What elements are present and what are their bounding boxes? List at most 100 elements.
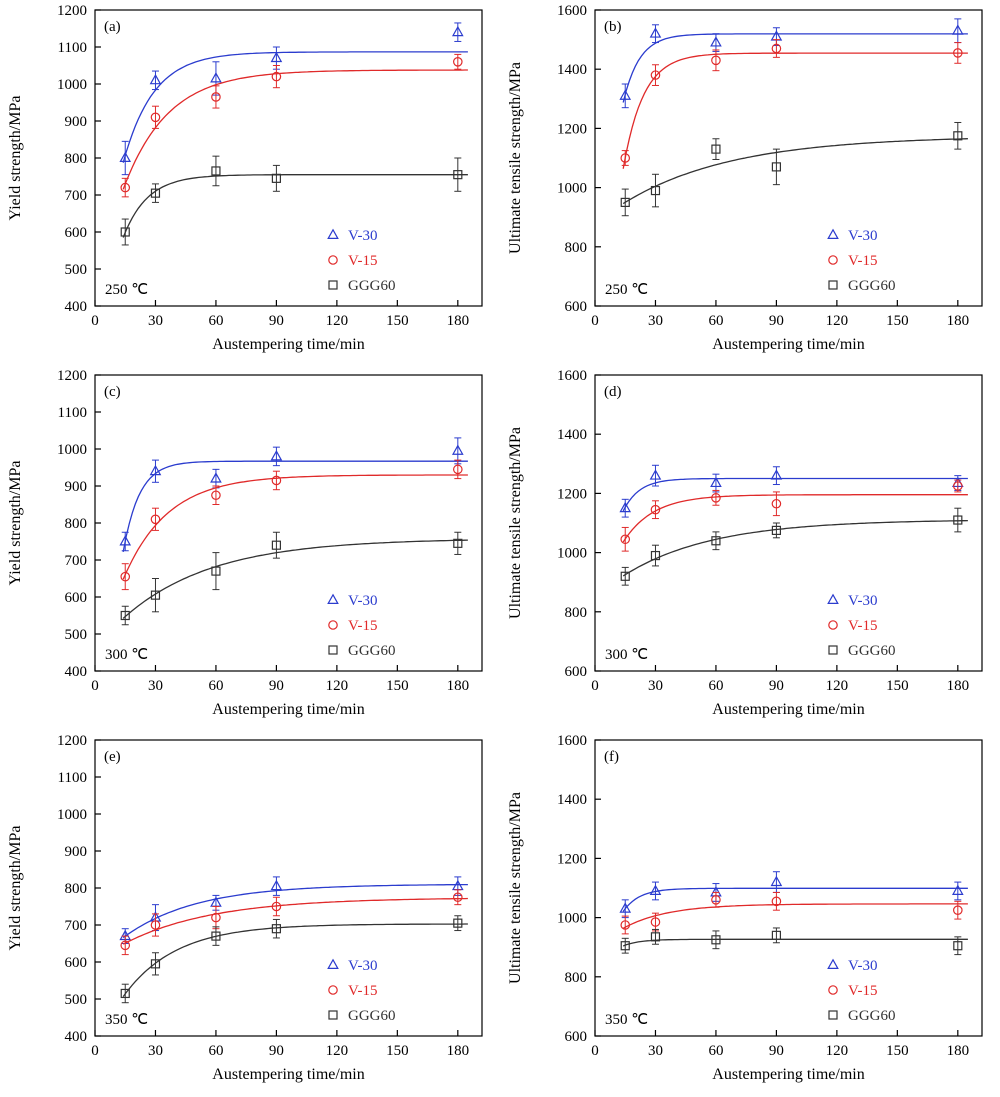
- legend-label: V-15: [348, 983, 377, 999]
- x-axis-title: Austempering time/min: [712, 336, 864, 353]
- series-ggg60: [620, 927, 968, 956]
- chart-panel-e: 0 30 60 90 120 150 180 400 500 600 700 800 900 1000 11…: [0, 730, 500, 1095]
- circle-marker: [120, 182, 131, 193]
- y-tick-label: 1200: [57, 368, 87, 384]
- series-v-15: [120, 53, 468, 198]
- y-tick-label: 1000: [557, 181, 587, 197]
- fit-curve: [122, 460, 468, 553]
- x-tick-label: 150: [386, 678, 409, 694]
- triangle-marker: [951, 24, 964, 35]
- circle-marker: [453, 464, 463, 475]
- fit-curve: [622, 52, 968, 169]
- square-marker: [828, 1010, 838, 1020]
- y-tick-label: 500: [65, 262, 88, 278]
- y-tick-label: 800: [65, 881, 88, 897]
- axes: 0 30 60 90 120 150 180 400 500 600 700 800 900 1000 11…: [57, 368, 469, 694]
- x-tick-label: 150: [386, 1043, 409, 1059]
- triangle-marker: [451, 25, 464, 37]
- square-marker: [120, 610, 130, 621]
- legend-label: V-15: [848, 983, 877, 999]
- legend-label: GGG60: [348, 1008, 396, 1024]
- circle-marker: [211, 912, 221, 923]
- series-ggg60: [620, 121, 968, 217]
- square-marker: [271, 540, 282, 550]
- chart-panel-b: 0 30 60 90 120 150 180 600 800 1000 1200 1400 1600 Au…: [500, 0, 1000, 365]
- square-marker: [650, 185, 661, 196]
- temperature-label: 350 ℃: [605, 1012, 648, 1028]
- x-axis-title: Austempering time/min: [212, 336, 364, 353]
- y-tick-label: 1000: [57, 442, 87, 458]
- y-tick-label: 600: [65, 225, 88, 241]
- x-tick-label: 30: [148, 313, 163, 329]
- square-marker: [328, 1010, 338, 1020]
- square-marker: [328, 645, 338, 655]
- x-tick-label: 30: [648, 1043, 663, 1059]
- fit-curve: [622, 903, 968, 929]
- square-marker: [771, 162, 782, 172]
- square-marker: [211, 566, 221, 576]
- x-axis-title: Austempering time/min: [212, 701, 364, 718]
- x-tick-label: 90: [269, 1043, 284, 1059]
- y-tick-label: 700: [65, 188, 88, 204]
- circle-marker: [650, 70, 661, 80]
- y-tick-label: 1200: [57, 733, 87, 749]
- y-axis-title: Yield strength/MPa: [7, 461, 24, 586]
- square-marker: [828, 645, 838, 655]
- y-tick-label: 1100: [58, 405, 87, 421]
- circle-marker: [271, 71, 282, 82]
- square-marker: [771, 525, 782, 535]
- square-marker: [650, 932, 661, 942]
- legend-label: GGG60: [848, 1008, 896, 1024]
- axes: 0 30 60 90 120 150 180 600 800 1000 1200 1400 1600: [557, 3, 969, 329]
- panel-label: (b): [604, 19, 622, 35]
- triangle-marker: [710, 476, 722, 488]
- triangle-marker: [327, 958, 339, 969]
- series-ggg60: [120, 155, 468, 246]
- square-marker: [620, 197, 630, 207]
- square-marker: [650, 550, 661, 561]
- circle-marker: [620, 534, 631, 545]
- square-marker: [271, 173, 282, 183]
- chart-svg: 0 30 60 90 120 150 180 400 500 600 700 800 900 1000 11…: [7, 733, 483, 1083]
- y-tick-label: 1000: [557, 911, 587, 927]
- y-tick-label: 600: [65, 955, 88, 971]
- x-tick-label: 30: [148, 678, 163, 694]
- y-axis-title: Ultimate tensile strength/MPa: [507, 62, 524, 254]
- y-tick-label: 800: [565, 240, 588, 256]
- x-tick-label: 180: [947, 313, 970, 329]
- plot-frame: [594, 739, 983, 1037]
- circle-marker: [211, 490, 221, 501]
- x-tick-label: 30: [148, 1043, 163, 1059]
- x-tick-label: 60: [208, 678, 223, 694]
- temperature-label: 250 ℃: [105, 282, 148, 298]
- circle-marker: [771, 896, 782, 907]
- series-v-15: [620, 39, 968, 169]
- panel-label: (a): [104, 19, 121, 35]
- chart-panel-c: 0 30 60 90 120 150 180 400 500 600 700 800 900 1000 11…: [0, 365, 500, 730]
- circle-marker: [828, 255, 838, 265]
- y-tick-label: 1100: [58, 40, 87, 56]
- x-tick-label: 120: [826, 313, 849, 329]
- triangle-marker: [327, 228, 339, 239]
- triangle-marker: [649, 884, 662, 895]
- triangle-marker: [649, 27, 662, 38]
- fit-curve: [122, 51, 468, 163]
- x-axis-title: Austempering time/min: [712, 1066, 864, 1083]
- triangle-marker: [649, 469, 662, 480]
- x-tick-label: 180: [447, 1043, 470, 1059]
- x-tick-label: 0: [591, 313, 599, 329]
- triangle-marker: [270, 51, 283, 63]
- fit-curve: [622, 477, 968, 512]
- chart-svg: 0 30 60 90 120 150 180 600 800 1000 1200 1400 1600 Au…: [507, 733, 983, 1083]
- circle-marker: [328, 620, 338, 630]
- triangle-marker: [619, 501, 632, 513]
- legend-label: V-15: [348, 253, 377, 269]
- legend: V-30 V-15 GGG60: [327, 593, 396, 659]
- plot-frame: [594, 9, 983, 307]
- triangle-marker: [827, 958, 839, 969]
- series-v-30: [119, 876, 468, 944]
- square-marker: [453, 170, 463, 180]
- circle-marker: [150, 112, 161, 123]
- triangle-marker: [710, 36, 722, 47]
- x-tick-label: 120: [826, 678, 849, 694]
